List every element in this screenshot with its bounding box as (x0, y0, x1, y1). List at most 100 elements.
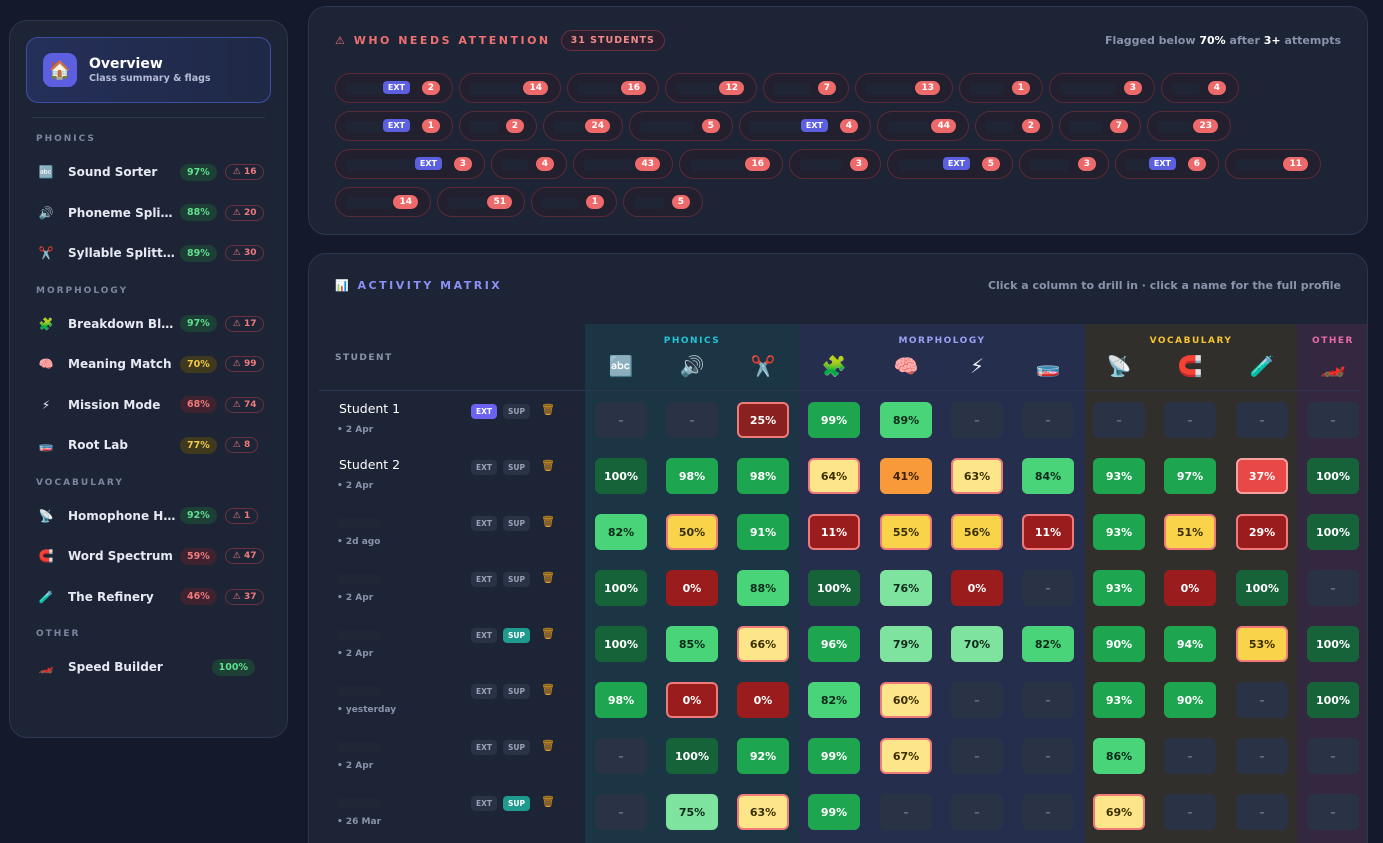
score-cell[interactable]: 25% (737, 402, 789, 438)
scissors-icon[interactable]: ✂️ (750, 354, 776, 378)
redacted-student-name[interactable] (337, 686, 381, 696)
ext-toggle[interactable]: EXT (471, 628, 498, 643)
score-cell[interactable]: 93% (1093, 514, 1145, 550)
attention-student-chip[interactable]: EXT 4 (739, 111, 871, 141)
score-cell[interactable]: – (1164, 738, 1216, 774)
score-cell[interactable]: 0% (666, 682, 718, 718)
attention-student-chip[interactable]: 4 (491, 149, 567, 179)
sup-toggle[interactable]: SUP (503, 460, 530, 475)
score-cell[interactable]: 64% (808, 458, 860, 494)
score-cell[interactable]: – (1022, 402, 1074, 438)
attention-student-chip[interactable]: 16 (567, 73, 659, 103)
attention-student-chip[interactable]: 7 (763, 73, 849, 103)
score-cell[interactable]: 11% (1022, 514, 1074, 550)
score-cell[interactable]: 100% (1307, 514, 1359, 550)
score-cell[interactable]: – (1236, 738, 1288, 774)
score-cell[interactable]: 98% (595, 682, 647, 718)
score-cell[interactable]: – (1164, 794, 1216, 830)
attention-student-chip[interactable]: 1 (959, 73, 1043, 103)
score-cell[interactable]: 100% (1307, 682, 1359, 718)
attention-student-chip[interactable]: 12 (665, 73, 757, 103)
attention-student-chip[interactable]: EXT 1 (335, 111, 453, 141)
score-cell[interactable]: – (880, 794, 932, 830)
score-cell[interactable]: – (1164, 402, 1216, 438)
score-cell[interactable]: 100% (666, 738, 718, 774)
attention-student-chip[interactable]: 3 (1019, 149, 1109, 179)
attention-student-chip[interactable]: 11 (1225, 149, 1321, 179)
score-cell[interactable]: – (1022, 682, 1074, 718)
score-cell[interactable]: 100% (595, 626, 647, 662)
score-cell[interactable]: 0% (666, 570, 718, 606)
ext-toggle[interactable]: EXT (471, 684, 498, 699)
attention-student-chip[interactable]: EXT 6 (1115, 149, 1219, 179)
attention-student-chip[interactable]: EXT 3 (335, 149, 485, 179)
score-cell[interactable]: 88% (737, 570, 789, 606)
score-cell[interactable]: 96% (808, 626, 860, 662)
score-cell[interactable]: 51% (1164, 514, 1216, 550)
attention-student-chip[interactable]: 3 (789, 149, 881, 179)
score-cell[interactable]: 99% (808, 738, 860, 774)
score-cell[interactable]: – (666, 402, 718, 438)
attention-student-chip[interactable]: 24 (543, 111, 623, 141)
attention-student-chip[interactable]: 1 (531, 187, 617, 217)
score-cell[interactable]: 0% (1164, 570, 1216, 606)
score-cell[interactable]: 11% (808, 514, 860, 550)
score-cell[interactable]: 100% (1236, 570, 1288, 606)
ext-toggle[interactable]: EXT (471, 460, 498, 475)
sidebar-item[interactable]: ✂️ Syllable Splitter 89% ⚠ 30 (26, 233, 271, 274)
speaker-icon[interactable]: 🔊 (679, 354, 705, 378)
attention-student-chip[interactable]: 51 (437, 187, 525, 217)
score-cell[interactable]: – (1022, 570, 1074, 606)
ext-toggle[interactable]: EXT (471, 516, 498, 531)
trash-icon[interactable]: 🗑 (541, 683, 555, 696)
score-cell[interactable]: 90% (1093, 626, 1145, 662)
redacted-student-name[interactable] (337, 574, 381, 584)
score-cell[interactable]: – (1236, 682, 1288, 718)
score-cell[interactable]: 93% (1093, 682, 1145, 718)
score-cell[interactable]: 29% (1236, 514, 1288, 550)
attention-student-chip[interactable]: 5 (629, 111, 733, 141)
score-cell[interactable]: – (1307, 794, 1359, 830)
redacted-student-name[interactable] (337, 518, 381, 528)
puzzle-icon[interactable]: 🧩 (821, 354, 847, 378)
sup-toggle[interactable]: SUP (503, 404, 530, 419)
score-cell[interactable]: 93% (1093, 458, 1145, 494)
score-cell[interactable]: 93% (1093, 570, 1145, 606)
trash-icon[interactable]: 🗑 (541, 403, 555, 416)
score-cell[interactable]: 98% (737, 458, 789, 494)
score-cell[interactable]: 99% (808, 402, 860, 438)
score-cell[interactable]: 86% (1093, 738, 1145, 774)
score-cell[interactable]: – (951, 402, 1003, 438)
score-cell[interactable]: 100% (595, 570, 647, 606)
sidebar-item[interactable]: 🧲 Word Spectrum 59% ⚠ 47 (26, 536, 271, 577)
sidebar-item[interactable]: 🏎️ Speed Builder 100% (26, 647, 271, 688)
redacted-student-name[interactable] (337, 742, 381, 752)
trash-icon[interactable]: 🗑 (541, 739, 555, 752)
overview-nav-item[interactable]: 🏠 Overview Class summary & flags (26, 37, 271, 103)
attention-student-chip[interactable]: 14 (459, 73, 561, 103)
magnet-icon[interactable]: 🧲 (1177, 354, 1203, 378)
score-cell[interactable]: 91% (737, 514, 789, 550)
attention-student-chip[interactable]: 2 (975, 111, 1053, 141)
score-cell[interactable]: 0% (951, 570, 1003, 606)
trash-icon[interactable]: 🗑 (541, 571, 555, 584)
attention-student-chip[interactable]: 23 (1147, 111, 1231, 141)
ext-toggle[interactable]: EXT (471, 740, 498, 755)
student-name-link[interactable]: Student 2 (339, 457, 401, 472)
score-cell[interactable]: 70% (951, 626, 1003, 662)
lightning-icon[interactable]: ⚡ (969, 354, 985, 378)
trash-icon[interactable]: 🗑 (541, 459, 555, 472)
sidebar-item[interactable]: 🧠 Meaning Match 70% ⚠ 99 (26, 344, 271, 385)
score-cell[interactable]: – (1022, 794, 1074, 830)
attention-student-chip[interactable]: 5 (623, 187, 703, 217)
attention-student-chip[interactable]: 7 (1059, 111, 1141, 141)
ext-toggle[interactable]: EXT (471, 572, 498, 587)
score-cell[interactable]: – (1307, 402, 1359, 438)
sidebar-item[interactable]: 🔤 Sound Sorter 97% ⚠ 16 (26, 152, 271, 193)
sup-toggle[interactable]: SUP (503, 740, 530, 755)
attention-student-chip[interactable]: 2 (459, 111, 537, 141)
sup-toggle[interactable]: SUP (503, 684, 530, 699)
sup-toggle[interactable]: SUP (503, 572, 530, 587)
attention-student-chip[interactable]: 3 (1049, 73, 1155, 103)
sidebar-item[interactable]: 🔊 Phoneme Splitter 88% ⚠ 20 (26, 193, 271, 234)
